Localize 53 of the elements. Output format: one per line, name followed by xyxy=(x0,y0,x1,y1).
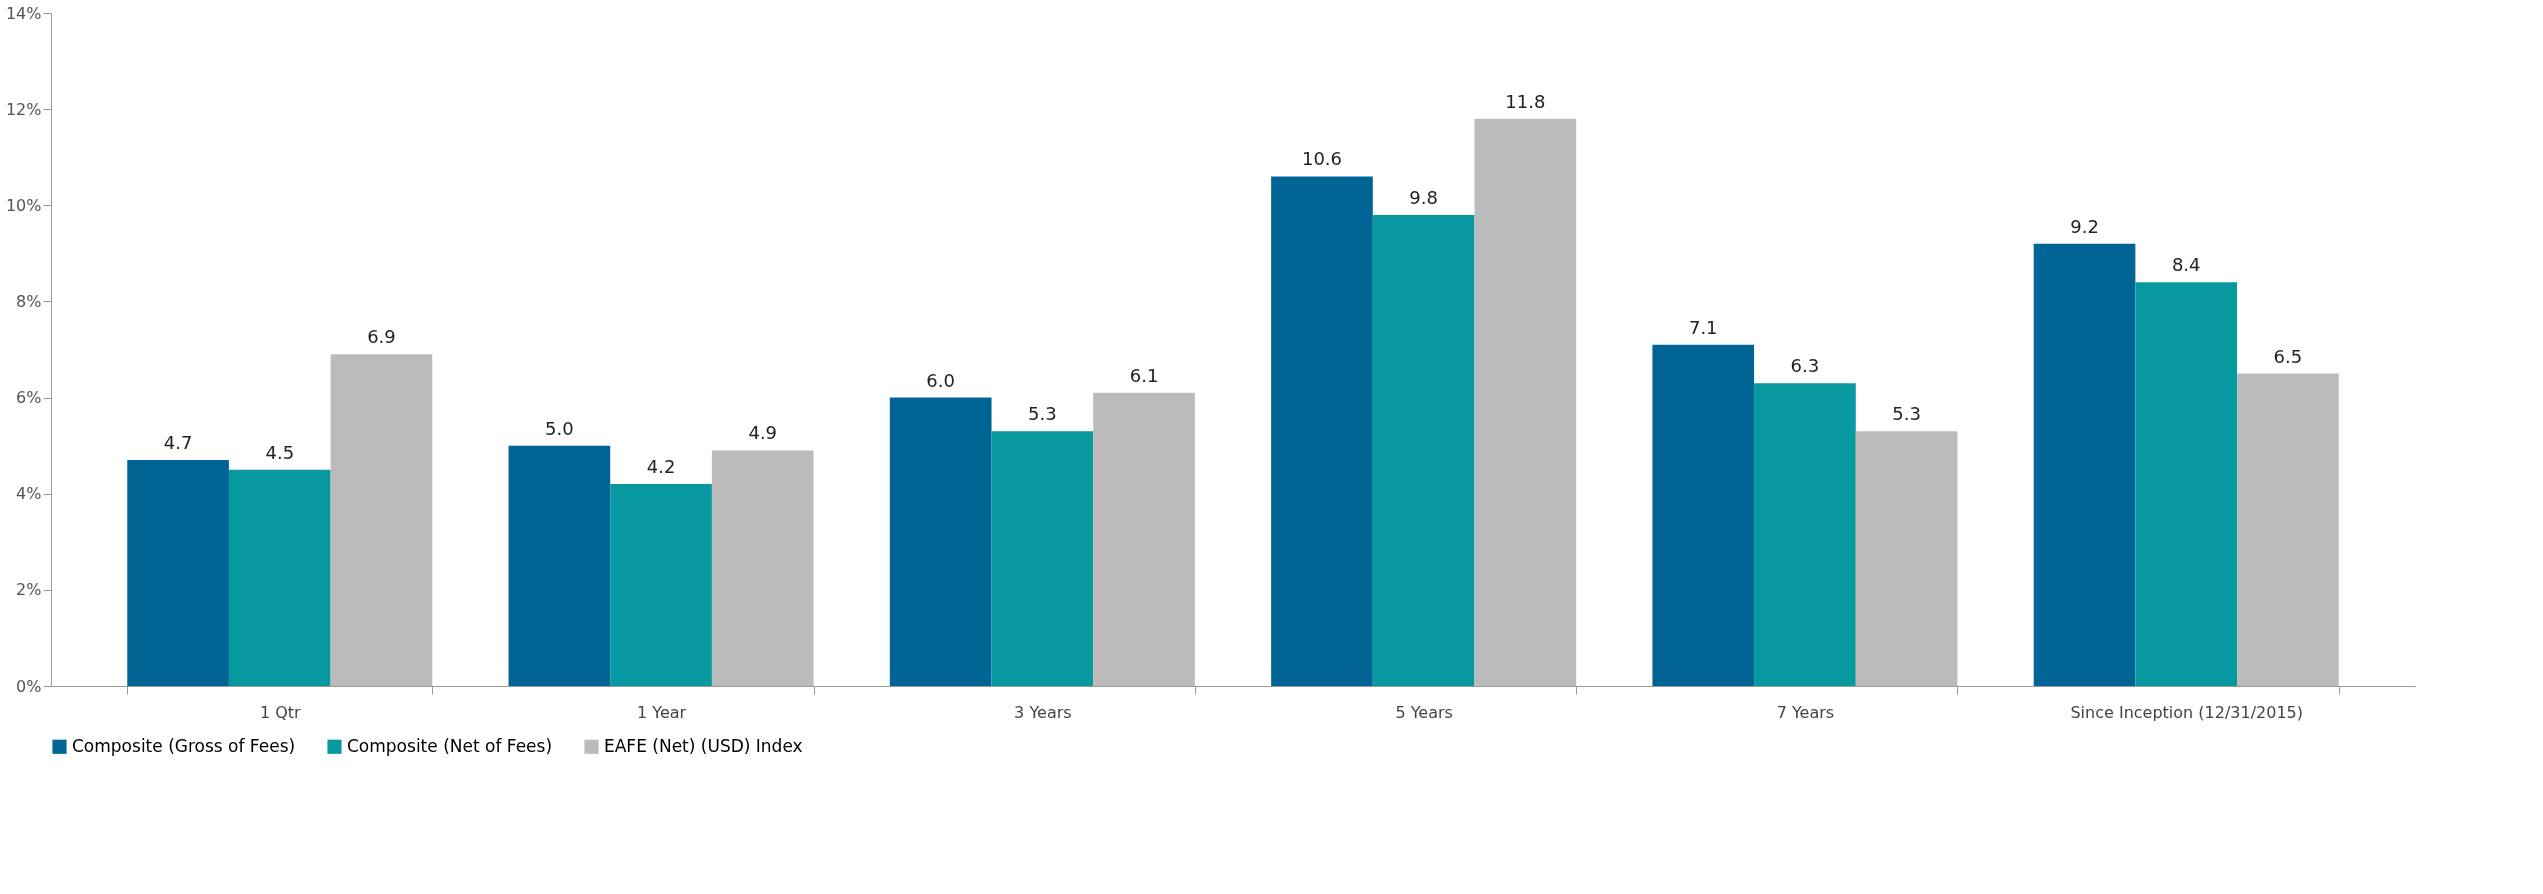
data-label: 10.6 xyxy=(1301,148,1343,170)
bar xyxy=(1093,392,1195,686)
y-tick-label: 4% xyxy=(16,484,42,504)
x-tick-label: 5 Years xyxy=(1395,702,1453,722)
data-label: 4.9 xyxy=(748,422,778,444)
bar xyxy=(1474,118,1577,686)
bar xyxy=(127,460,229,686)
bar xyxy=(508,445,611,686)
data-label: 5.3 xyxy=(1892,403,1921,425)
bar xyxy=(711,450,814,686)
x-tick-label: 1 Qtr xyxy=(259,702,302,722)
y-tick-label: 14% xyxy=(5,3,42,23)
data-label: 8.4 xyxy=(2171,254,2201,276)
bar xyxy=(991,431,1094,686)
bar xyxy=(2033,243,2136,686)
bar xyxy=(228,469,331,686)
legend-label: Composite (Net of Fees) xyxy=(347,735,553,756)
y-tick-label: 8% xyxy=(16,291,42,311)
y-tick-label: 12% xyxy=(5,99,42,119)
x-tick-label: 1 Year xyxy=(636,702,687,722)
data-label: 4.2 xyxy=(646,456,676,478)
data-label: 11.8 xyxy=(1505,90,1546,112)
y-tick-label: 2% xyxy=(16,580,42,600)
bar xyxy=(610,484,712,686)
data-label: 5.0 xyxy=(545,417,574,439)
bar xyxy=(1271,176,1373,686)
data-label: 6.1 xyxy=(1129,364,1159,386)
legend-label: EAFE (Net) (USD) Index xyxy=(604,735,803,756)
bar xyxy=(1372,214,1475,686)
bar xyxy=(889,397,992,686)
data-label: 5.3 xyxy=(1028,403,1057,425)
y-tick-label: 0% xyxy=(16,676,42,696)
data-label: 6.0 xyxy=(926,369,955,391)
legend-label: Composite (Gross of Fees) xyxy=(72,735,296,756)
x-tick-label: 3 Years xyxy=(1014,702,1072,722)
data-label: 9.2 xyxy=(2070,215,2099,237)
data-label: 6.5 xyxy=(2273,345,2303,367)
bar xyxy=(1855,431,1958,686)
x-tick-label: 7 Years xyxy=(1776,702,1835,722)
bar xyxy=(330,354,433,686)
data-label: 4.7 xyxy=(163,432,193,454)
data-label: 6.9 xyxy=(367,326,396,348)
data-label: 6.3 xyxy=(1790,355,1820,377)
y-tick-label: 6% xyxy=(16,388,42,408)
data-label: 7.1 xyxy=(1688,316,1718,338)
bar xyxy=(2135,282,2238,686)
bar xyxy=(2237,373,2339,686)
data-label: 4.5 xyxy=(265,441,295,463)
bar xyxy=(1652,344,1755,686)
bar xyxy=(1754,383,1856,686)
data-label: 9.8 xyxy=(1409,186,1438,208)
x-tick-label: Since Inception (12/31/2015) xyxy=(2070,702,2304,722)
y-tick-label: 10% xyxy=(5,195,42,215)
